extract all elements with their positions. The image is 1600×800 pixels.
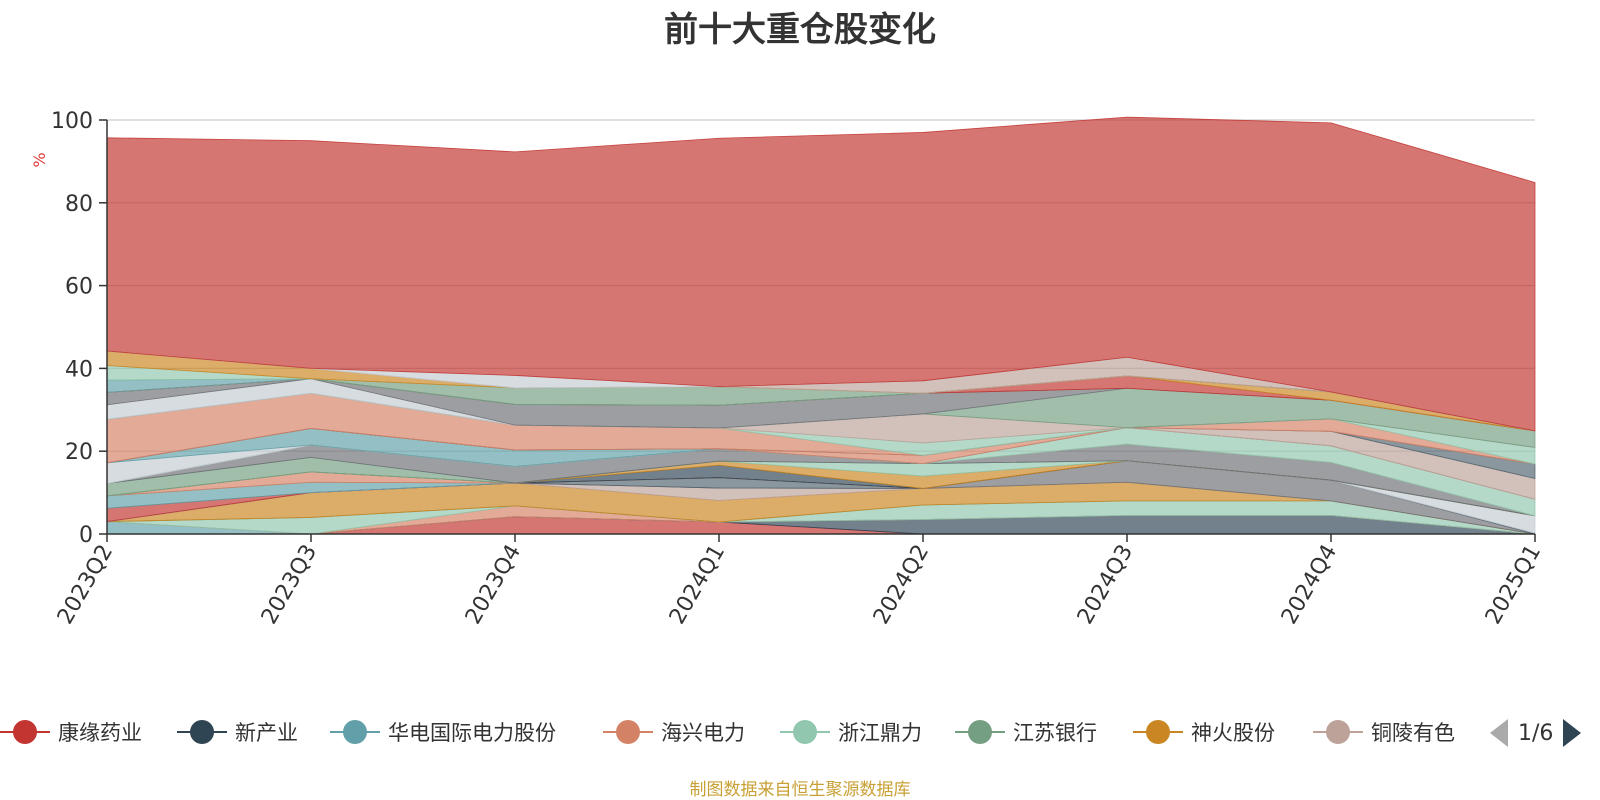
stacked-area-chart: 0 20 40 60 80 100 2023Q2 2023Q3 2023Q4 2024Q1 2024…	[30, 109, 1546, 629]
chart-title: 前十大重仓股变化	[664, 10, 936, 50]
x-tick-label-2023Q3: 2023Q3	[257, 541, 322, 629]
y-tick-label-0: 0	[79, 523, 93, 548]
legend-item-6[interactable]: 江苏银行	[955, 712, 1097, 752]
triangle-right-icon[interactable]	[1563, 719, 1582, 747]
y-tick-label-60: 60	[65, 275, 93, 300]
legend-marker-icon	[177, 719, 227, 745]
legend-marker-icon	[1313, 719, 1363, 745]
legend-label: 神火股份	[1191, 721, 1275, 745]
legend-marker-icon	[780, 719, 830, 745]
y-tick-label-100: 100	[51, 109, 93, 134]
x-tick-label-2023Q4: 2023Q4	[461, 541, 526, 629]
legend-item-3[interactable]: 华电国际电力股份	[330, 712, 556, 752]
legend-item-1[interactable]: 康缘药业	[0, 712, 142, 752]
legend-item-7[interactable]: 神火股份	[1133, 712, 1275, 752]
area-series-41[interactable]	[106, 116, 1536, 432]
legend-marker-icon	[330, 719, 380, 745]
legend-label: 铜陵有色	[1371, 721, 1455, 745]
legend-marker-icon	[0, 719, 50, 745]
x-tick-label-2024Q3: 2024Q3	[1073, 541, 1138, 629]
legend-pager: 1/6	[1490, 718, 1582, 748]
legend-label: 江苏银行	[1013, 721, 1097, 745]
legend-label: 海兴电力	[661, 721, 745, 745]
y-axis-label: %	[30, 152, 49, 167]
y-tick-label-80: 80	[65, 192, 93, 217]
legend-label: 华电国际电力股份	[388, 721, 556, 745]
source-note: 制图数据来自恒生聚源数据库	[689, 780, 911, 800]
area-series[interactable]	[106, 116, 1536, 535]
x-tick-label-2025Q1: 2025Q1	[1481, 541, 1546, 629]
legend-item-4[interactable]: 海兴电力	[603, 712, 745, 752]
legend-marker-icon	[1133, 719, 1183, 745]
x-tick-label-2024Q2: 2024Q2	[869, 541, 934, 629]
triangle-left-icon[interactable]	[1490, 719, 1508, 747]
legend-item-8[interactable]: 铜陵有色	[1313, 712, 1455, 752]
legend-label: 康缘药业	[58, 721, 142, 745]
legend: 康缘药业 新产业 华电国际电力股份 海兴电力 浙江鼎力 江苏银行 神火股份 铜陵有色	[0, 712, 1600, 752]
x-tick-label-2024Q4: 2024Q4	[1277, 541, 1342, 629]
legend-label: 浙江鼎力	[838, 721, 922, 745]
y-tick-label-20: 20	[65, 440, 93, 465]
legend-label: 新产业	[235, 721, 298, 745]
legend-marker-icon	[955, 719, 1005, 745]
legend-item-5[interactable]: 浙江鼎力	[780, 712, 922, 752]
legend-marker-icon	[603, 719, 653, 745]
legend-page-indicator: 1/6	[1518, 720, 1554, 746]
legend-item-2[interactable]: 新产业	[177, 712, 298, 752]
x-tick-label-2024Q1: 2024Q1	[665, 541, 730, 629]
y-tick-label-40: 40	[65, 357, 93, 382]
x-tick-label-2023Q2: 2023Q2	[53, 541, 118, 629]
